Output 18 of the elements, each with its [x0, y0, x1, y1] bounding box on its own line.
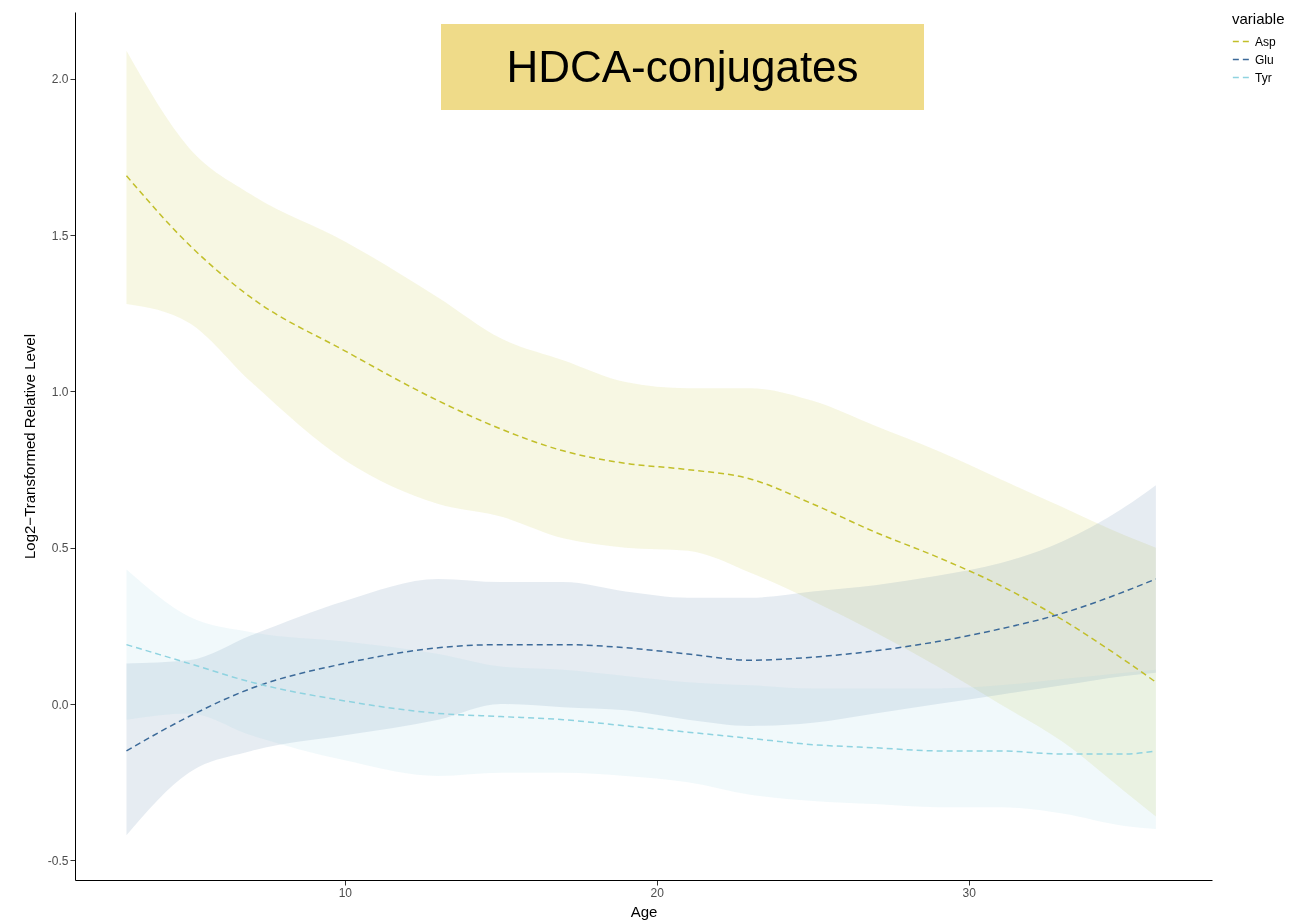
x-tick-label: 20: [650, 885, 665, 900]
y-tick-label: 0.5: [51, 541, 69, 556]
x-tick-label: 30: [962, 885, 977, 900]
legend-title: variable: [1232, 10, 1285, 27]
y-axis-title: Log2−Transformed Relative Level: [20, 334, 38, 559]
line-series: [125, 175, 1157, 683]
y-tick-label: 1.5: [51, 228, 69, 243]
text: HDCA-conjugates: [441, 24, 924, 110]
x-axis-title: Age: [630, 902, 658, 920]
y-tick-label: -0.5: [47, 853, 69, 868]
x-tick-label: 10: [338, 885, 353, 900]
line-series: [125, 578, 1157, 752]
legend-label: Tyr: [1255, 70, 1272, 85]
legend-label: Glu: [1255, 52, 1274, 67]
legend-label: Asp: [1255, 34, 1276, 49]
y-tick-label: 0.0: [51, 697, 69, 712]
y-tick-label: 2.0: [51, 72, 69, 87]
y-tick-label: 1.0: [51, 384, 69, 399]
